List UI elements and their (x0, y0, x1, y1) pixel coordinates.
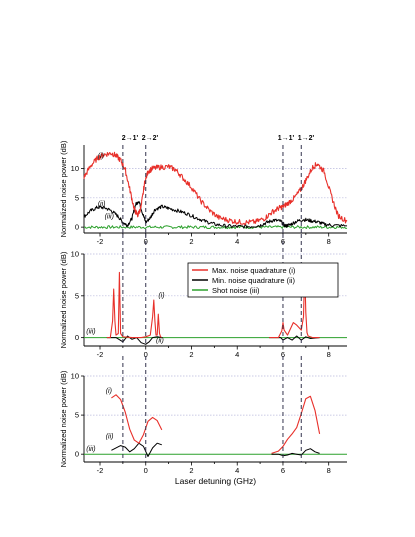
x-tick-label: 4 (235, 237, 239, 246)
curve-annotation: (ii) (98, 201, 106, 208)
x-tick-label: 4 (235, 466, 239, 475)
x-tick-label: 8 (327, 237, 331, 246)
y-tick-label: 10 (71, 164, 79, 173)
x-tick-label: 8 (327, 466, 331, 475)
legend-label-max: Max. noise quadrature (i) (212, 266, 296, 275)
x-tick-label: 8 (327, 350, 331, 359)
y-axis-label: Normalized noise power (dB) (59, 251, 68, 348)
curve-annotation: (ii) (156, 338, 164, 345)
y-axis-label: Normalized noise power (dB) (59, 370, 68, 467)
legend-label-shot: Shot noise (iii) (212, 286, 260, 295)
y-tick-label: 10 (71, 250, 79, 259)
y-tick-label: 0 (75, 223, 79, 232)
legend-label-min: Min. noise quadrature (ii) (212, 276, 295, 285)
x-tick-label: 2 (189, 237, 193, 246)
y-tick-label: 10 (71, 372, 79, 381)
series-min (111, 442, 162, 457)
x-tick-label: 0 (144, 350, 148, 359)
x-tick-label: 2 (189, 466, 193, 475)
panel-bottom: 0 5 10 -2 0 2 4 6 8 Normalized noise power (dB) La… (59, 356, 347, 486)
legend: Max. noise quadrature (i) Min. noise qua… (187, 262, 339, 298)
curve-annotation: (i) (158, 292, 164, 299)
y-axis-label: Normalized noise power (dB) (59, 140, 68, 237)
series-min-b (271, 448, 320, 457)
transition-label-1-2: 1→2' (298, 135, 315, 142)
curve-annotation: (ii) (106, 434, 114, 441)
transition-label-2-1: 2→1' (122, 135, 139, 142)
y-tick-label: 5 (75, 193, 79, 202)
x-tick-label: -2 (97, 466, 104, 475)
x-tick-label: 4 (235, 350, 239, 359)
curve-annotation: (iii) (86, 328, 95, 335)
series-min (83, 201, 348, 229)
series-shot (83, 225, 348, 230)
series-min-b (269, 335, 320, 341)
transition-label-1-1: 1→1' (278, 135, 295, 142)
y-tick-label: 5 (75, 411, 79, 420)
y-tick-label: 0 (75, 450, 79, 459)
x-tick-label: 6 (281, 350, 285, 359)
series-max (111, 394, 163, 444)
x-tick-label: 2 (189, 350, 193, 359)
curve-annotation: (i) (106, 388, 112, 395)
x-tick-label: -2 (97, 237, 104, 246)
series-max (106, 271, 163, 339)
x-axis-label: Laser detuning (GHz) (175, 476, 256, 486)
legend-box (187, 262, 339, 298)
series-max (83, 151, 348, 226)
y-tick-label: 5 (75, 291, 79, 300)
transition-label-2-2: 2→2' (142, 135, 159, 142)
curve-annotation: (i) (98, 153, 104, 160)
x-tick-label: -2 (97, 350, 104, 359)
series-min (106, 335, 162, 345)
series-max-b (269, 268, 320, 339)
x-tick-label: 6 (281, 466, 285, 475)
x-tick-label: 0 (144, 466, 148, 475)
curve-annotation: (iii) (86, 446, 95, 453)
transition-labels: 2→1' 2→2' 1→1' 1→2' (122, 135, 315, 142)
curve-annotation: (iii) (105, 213, 114, 220)
series-max-b (271, 395, 321, 454)
y-tick-label: 0 (75, 333, 79, 342)
